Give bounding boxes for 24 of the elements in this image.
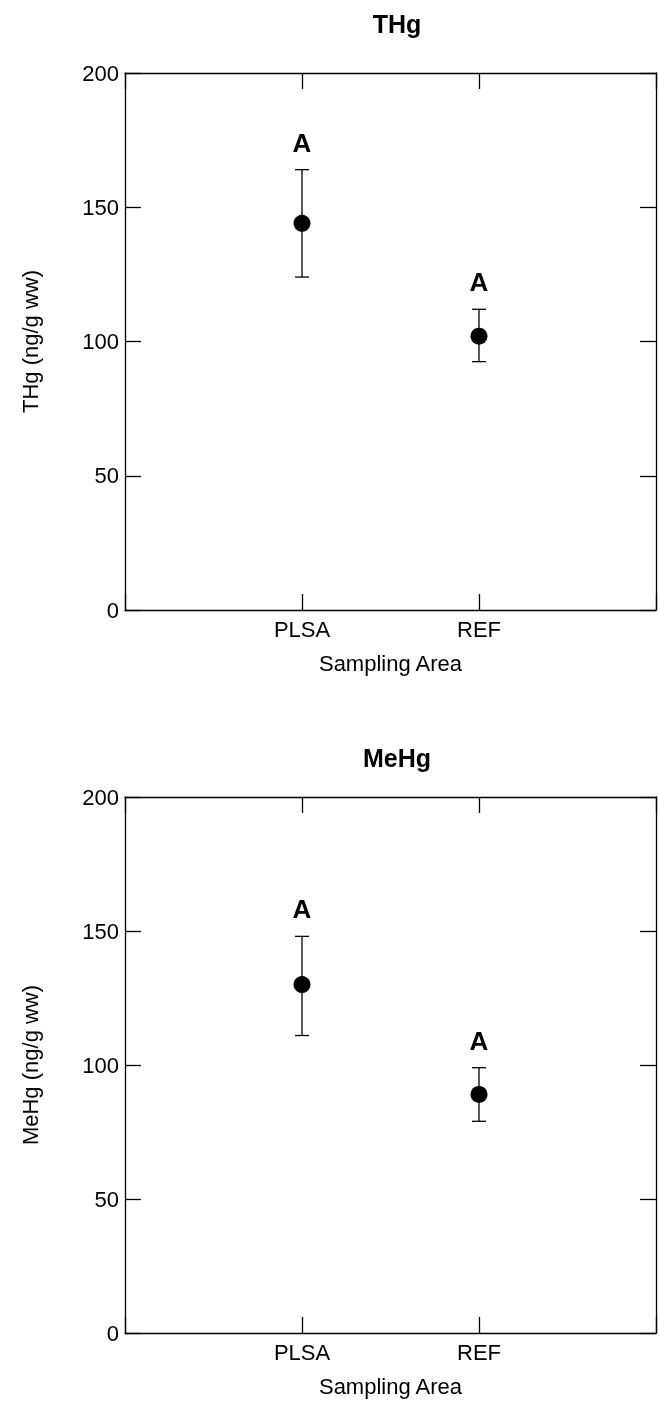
y-axis-title: THg (ng/g ww) — [17, 269, 43, 414]
y-tick-label: 200 — [82, 60, 119, 86]
x-tick-label: PLSA — [273, 1339, 331, 1365]
annotation: A — [292, 894, 312, 925]
chart-title: THg — [372, 9, 422, 38]
y-tick-label: 150 — [82, 194, 119, 220]
annotation: A — [469, 267, 489, 298]
y-tick-label: 100 — [82, 329, 119, 354]
y-tick-label: 0 — [106, 597, 119, 623]
y-tick-label: 50 — [94, 1186, 119, 1212]
y-tick-label: 150 — [82, 918, 119, 944]
y-axis-title: MeHg (ng/g ww) — [17, 984, 43, 1146]
x-tick-label: REF — [457, 616, 501, 642]
chart-title: MeHg — [362, 743, 432, 772]
y-tick-label: 50 — [94, 463, 119, 489]
x-axis-title: Sampling Area — [318, 1373, 463, 1399]
annotation: A — [469, 1025, 489, 1056]
y-tick-label: 200 — [82, 784, 119, 810]
annotation: A — [292, 127, 312, 158]
x-axis-title: Sampling Area — [318, 650, 463, 676]
y-tick-label: 0 — [106, 1320, 119, 1346]
x-tick-label: PLSA — [273, 616, 331, 642]
y-tick-label: 100 — [82, 1052, 119, 1078]
x-tick-label: REF — [457, 1339, 501, 1365]
